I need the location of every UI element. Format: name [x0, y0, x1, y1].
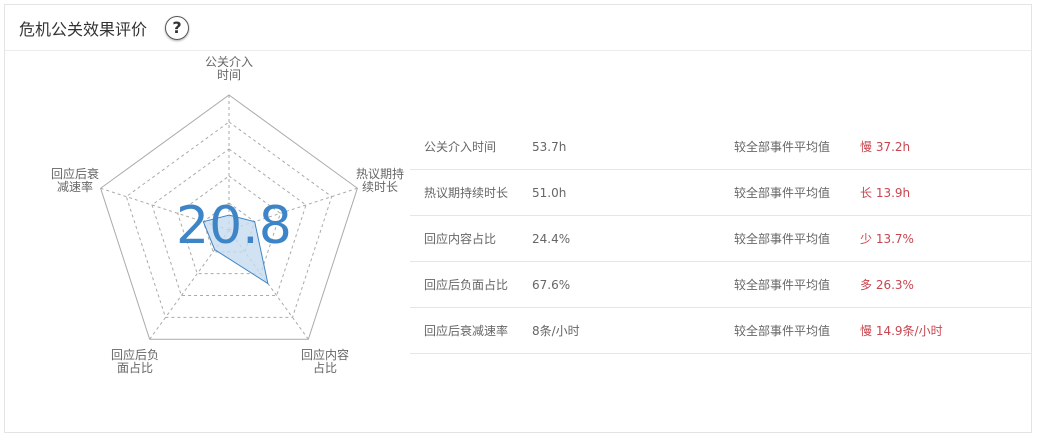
table-row: 公关介入时间 53.7h 较全部事件平均值 慢 37.2h — [410, 124, 1032, 170]
radar-axis-label: 公关介入 时间 — [204, 55, 253, 82]
metric-diff: 慢 14.9条/小时 — [860, 324, 943, 338]
metric-value: 51.0h — [532, 185, 567, 200]
radar-axis-line — [149, 229, 230, 340]
question-circle-icon[interactable]: ? — [165, 15, 190, 40]
radar-grid-ring — [151, 148, 307, 297]
compare-label: 较全部事件平均值 — [734, 324, 831, 338]
compare-label: 较全部事件平均值 — [734, 232, 831, 246]
metric-value: 8条/小时 — [532, 324, 580, 338]
radar-chart — [100, 94, 358, 340]
table-row: 回应后衰减速率 8条/小时 较全部事件平均值 慢 14.9条/小时 — [410, 308, 1032, 354]
compare-label: 较全部事件平均值 — [734, 186, 831, 200]
radar-axis-label: 回应后负 面占比 — [110, 348, 159, 375]
radar-axis-label: 回应后衰 减速率 — [50, 167, 99, 194]
radar-axis-line — [228, 229, 309, 340]
metric-name: 回应内容占比 — [424, 232, 497, 246]
radar-grid-ring — [177, 175, 281, 275]
metric-diff: 慢 37.2h — [860, 140, 911, 154]
crisis-pr-card: 危机公关效果评价 ? — [4, 4, 1032, 433]
metric-diff: 少 13.7% — [860, 232, 914, 246]
table-row: 回应后负面占比 67.6% 较全部事件平均值 多 26.3% — [410, 262, 1032, 308]
card-title: 危机公关效果评价 — [19, 19, 148, 39]
score-value: 20.8 — [176, 196, 292, 256]
metric-name: 公关介入时间 — [424, 140, 497, 154]
radar-grid-ring — [100, 94, 358, 340]
radar-axis-label: 回应内容 占比 — [300, 348, 349, 375]
radar-data-area — [202, 214, 269, 285]
metric-name: 热议期持续时长 — [424, 186, 509, 200]
metrics-table: 公关介入时间 53.7h 较全部事件平均值 慢 37.2h 热议期持续时长 51… — [410, 124, 1032, 354]
radar-grid-ring — [125, 121, 333, 318]
metric-diff: 多 26.3% — [860, 278, 914, 292]
metric-value: 53.7h — [532, 139, 567, 154]
metric-name: 回应后负面占比 — [424, 278, 509, 292]
metric-name: 回应后衰减速率 — [424, 324, 509, 338]
card-header: 危机公关效果评价 ? — [5, 5, 1031, 51]
radar-axis-line — [100, 187, 230, 231]
table-row: 回应内容占比 24.4% 较全部事件平均值 少 13.7% — [410, 216, 1032, 262]
metric-value: 67.6% — [532, 277, 571, 292]
compare-label: 较全部事件平均值 — [734, 140, 831, 154]
metric-value: 24.4% — [532, 231, 571, 246]
compare-label: 较全部事件平均值 — [734, 278, 831, 292]
table-row: 热议期持续时长 51.0h 较全部事件平均值 长 13.9h — [410, 170, 1032, 216]
radar-axis-line — [228, 187, 358, 231]
radar-axis-label: 热议期持 续时长 — [355, 167, 404, 194]
metric-diff: 长 13.9h — [860, 186, 911, 200]
